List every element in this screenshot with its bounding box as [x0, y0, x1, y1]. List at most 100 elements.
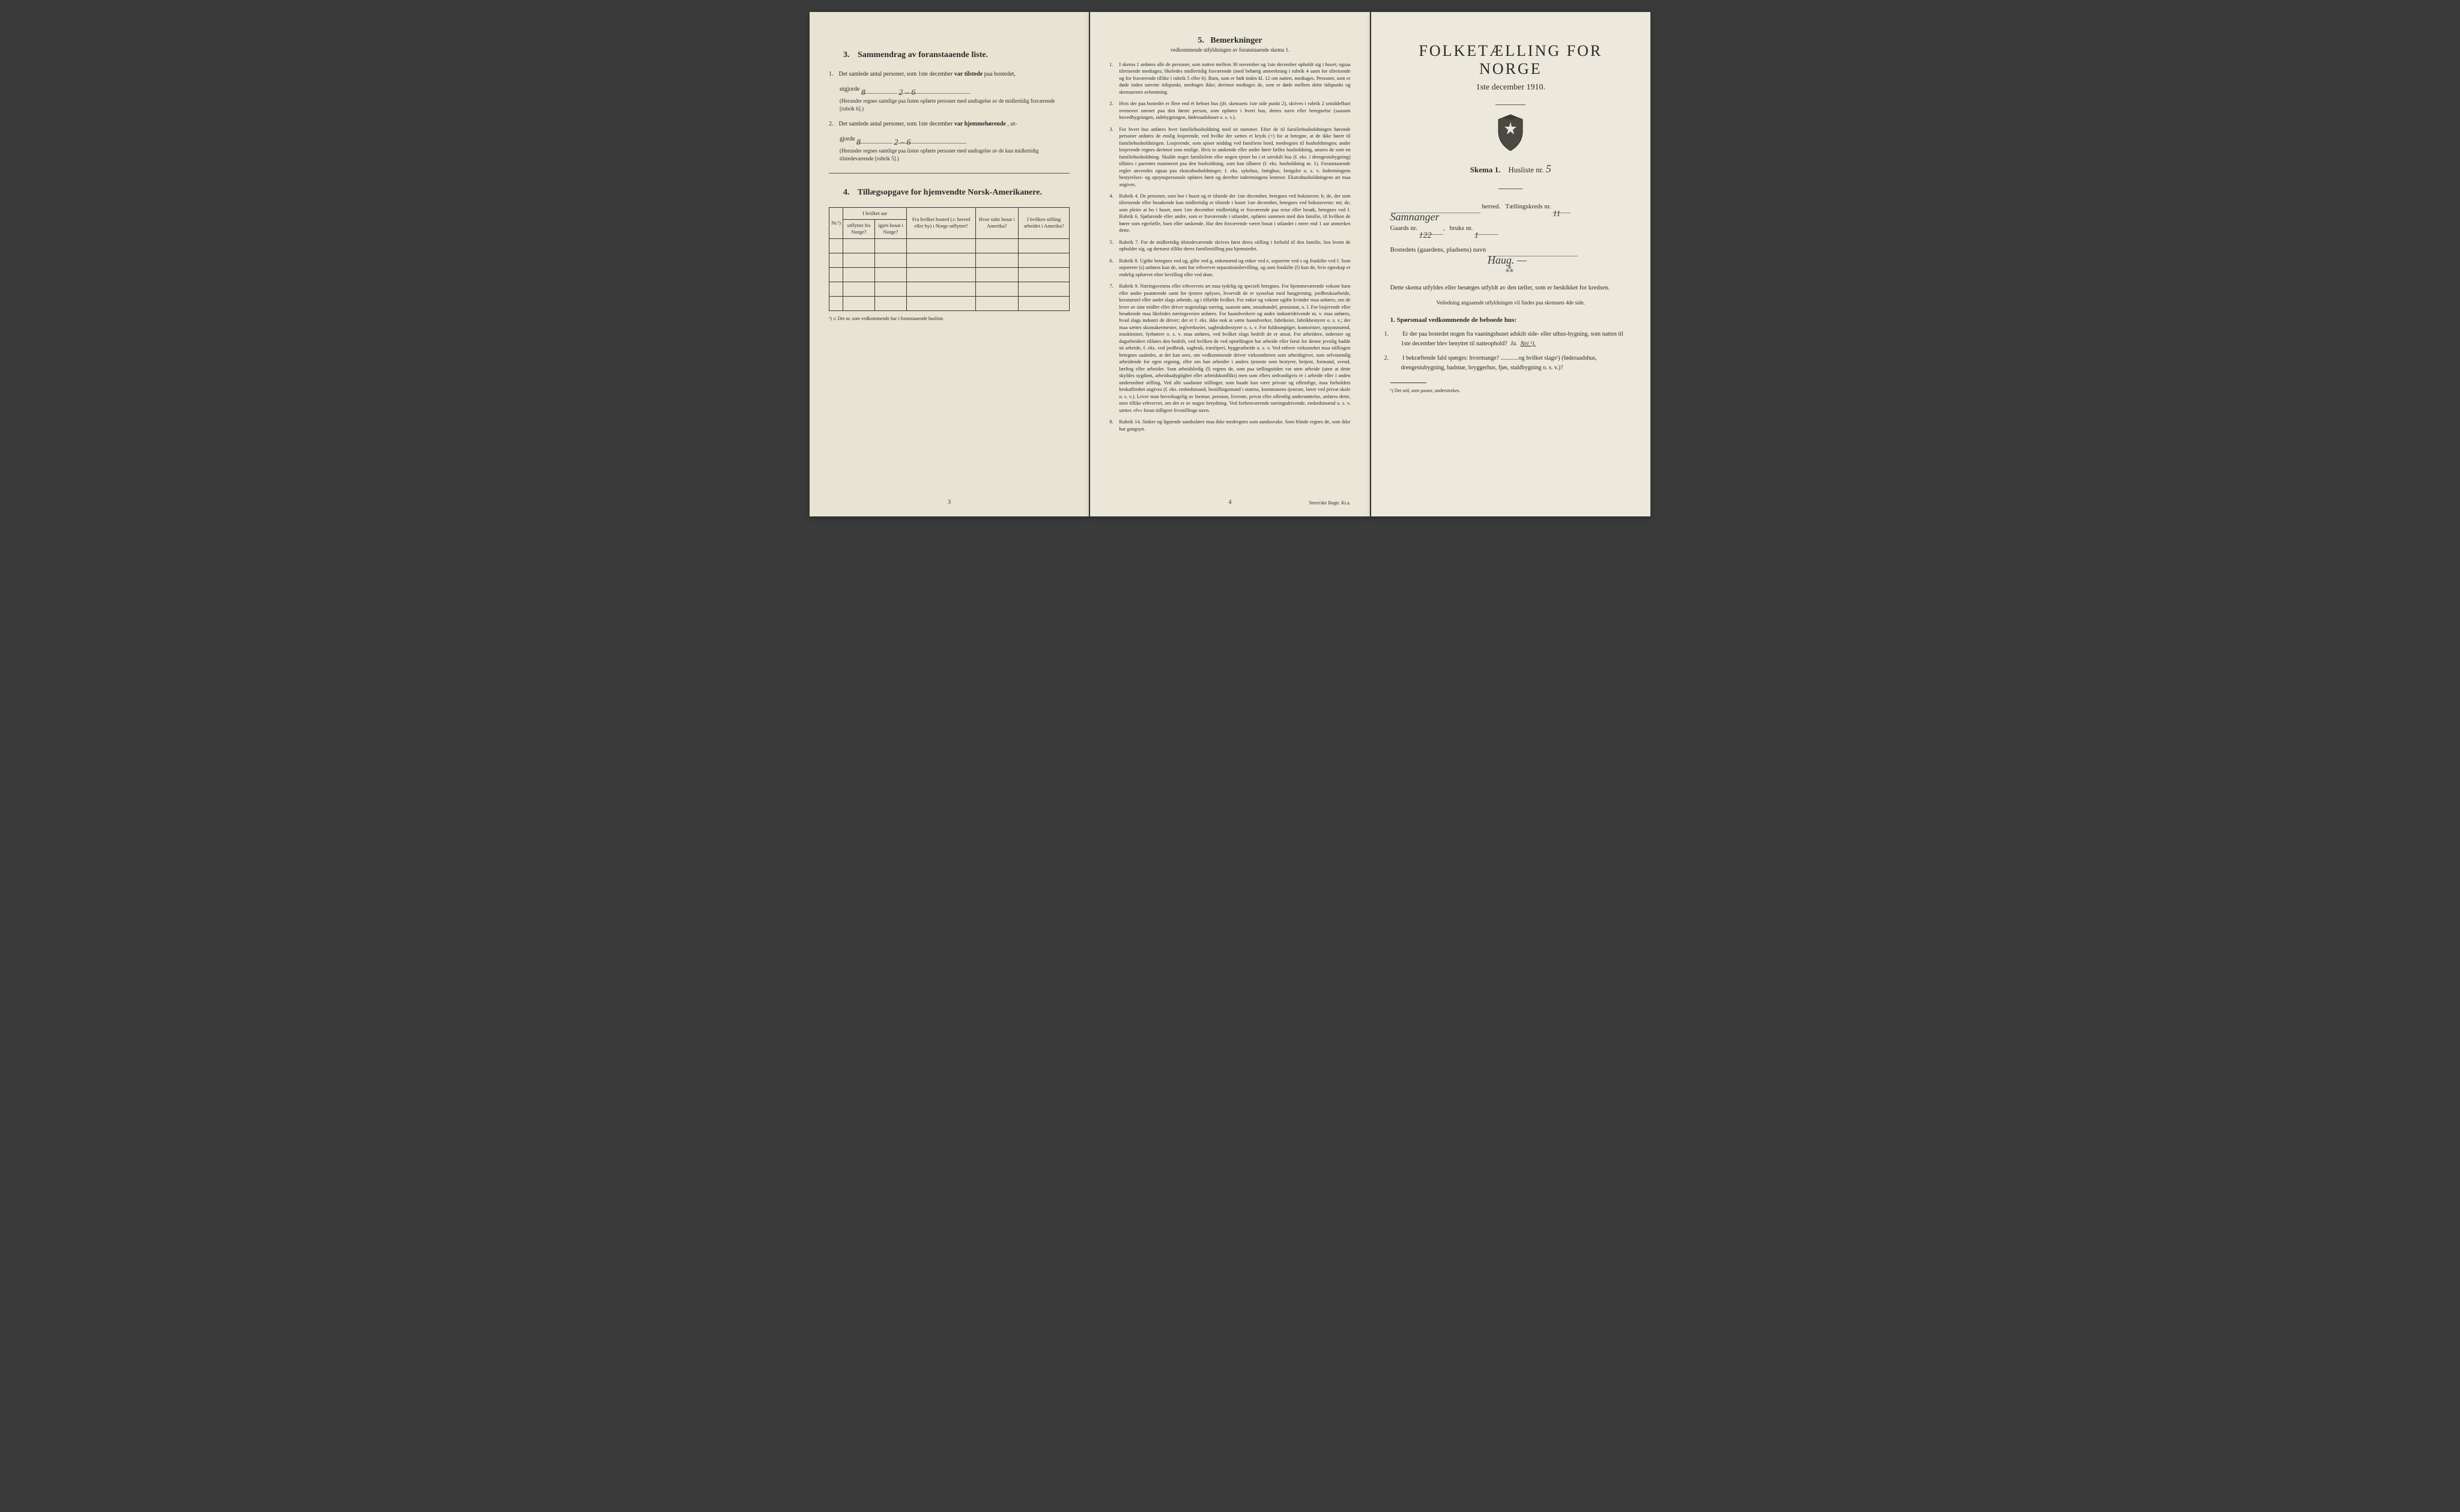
kreds-hand: 11	[1553, 210, 1560, 219]
item-2-gjorde: gjorde	[840, 136, 855, 142]
q1-nei: Nei ¹).	[1521, 340, 1536, 347]
divider-1	[829, 173, 1070, 174]
bosted-label: Bostedets (gaardens, pladsens) navn	[1390, 246, 1486, 253]
question-2: 2. I bekræftende fald spørges: hvormange…	[1401, 354, 1631, 373]
main-title: FOLKETÆLLING FOR NORGE	[1390, 42, 1631, 78]
item-1-text-a: Det samlede antal personer, som 1ste dec…	[839, 71, 954, 77]
item-1-fill-1: 8	[861, 86, 897, 94]
table-row	[829, 238, 1070, 253]
section-4-number: 4.	[843, 188, 850, 197]
q1-ja: Ja.	[1510, 340, 1518, 347]
instruction-2: Veiledning angaaende utfyldningen vil fi…	[1390, 300, 1631, 306]
item-1-utgjorde: utgjorde	[840, 86, 859, 92]
bruks-hand: 1	[1474, 231, 1479, 240]
husliste-label: Husliste nr.	[1508, 165, 1544, 174]
herred-label: herred.	[1482, 203, 1500, 210]
main-subtitle: 1ste december 1910.	[1390, 83, 1631, 92]
printer-note: Steen'ske Bogtr. Kr.a.	[1309, 500, 1350, 506]
item-1-hand-1: 8	[861, 88, 865, 97]
item-1: 1. Det samlede antal personer, som 1ste …	[829, 70, 1070, 79]
q2-number: 2.	[1393, 354, 1401, 363]
bruks-label: bruks nr.	[1450, 225, 1473, 232]
th-igjen: igjen bosat i Norge?	[874, 220, 906, 238]
rule-8: Rubrik 14. Sinker og lignende aandssløve…	[1109, 419, 1350, 432]
gaards-hand: 122	[1419, 231, 1432, 240]
th-nr: Nr.¹)	[829, 208, 843, 238]
item-1-text-c: paa bostedet,	[984, 71, 1016, 77]
rule-7: Rubrik 9. Næringsveiens eller erhvervets…	[1109, 283, 1350, 414]
bosted-hand: Haug. —	[1488, 254, 1527, 266]
gaards-label: Gaards nr.	[1390, 225, 1417, 232]
item-1-paren: (Herunder regnes samtlige paa listen opf…	[840, 97, 1070, 112]
table-head: Nr.¹) I hvilket aar Fra hvilket bosted (…	[829, 208, 1070, 238]
rule-2: Hvis der paa bostedet er flere end ét be…	[1109, 100, 1350, 121]
kreds-label: Tællingskreds nr.	[1505, 203, 1551, 210]
question-heading: 1. Spørsmaal vedkommende de beboede hus:	[1390, 316, 1631, 324]
section-4-title: 4. Tillægsopgave for hjemvendte Norsk-Am…	[843, 188, 1070, 198]
instruction-1: Dette skema utfyldes eller besørges utfy…	[1390, 283, 1631, 294]
item-1-hand-2: 2 – 6	[898, 88, 915, 97]
section-5-title: 5. Bemerkninger	[1109, 36, 1350, 46]
herred-row: Samnanger herred. Tællingskreds nr. 11	[1390, 200, 1631, 213]
question-1: 1. Er der paa bostedet nogen fra vaaning…	[1401, 330, 1631, 349]
section-5-text: Bemerkninger	[1210, 36, 1262, 45]
item-1-line2: utgjorde 8 2 – 6	[840, 85, 1070, 94]
gaards-row: Gaards nr. 122, bruks nr. 1	[1390, 222, 1631, 235]
rule-1: I skema 1 anføres alle de personer, som …	[1109, 61, 1350, 95]
item-1-fill-2: 2 – 6	[898, 86, 971, 94]
q2-text: I bekræftende fald spørges: hvormange? .…	[1401, 355, 1597, 371]
th-sidst: Hvor sidst bosat i Amerika?	[975, 208, 1018, 238]
item-2-bold: var hjemmehørende	[954, 121, 1006, 127]
q-heading-num: 1.	[1390, 316, 1395, 324]
section-5-number: 5.	[1198, 36, 1204, 45]
page-3: 3. Sammendrag av foranstaaende liste. 1.…	[810, 12, 1089, 516]
table-row	[829, 282, 1070, 296]
bosted-row: Bostedets (gaardens, pladsens) navn Haug…	[1390, 243, 1631, 256]
section-3-text: Sammendrag av foranstaaende liste.	[858, 50, 988, 59]
herred-hand: Samnanger	[1390, 211, 1440, 223]
q1-number: 1.	[1393, 330, 1401, 339]
section-5-subtitle: vedkommende utfyldningen av foranstaaend…	[1109, 47, 1350, 53]
skema-label: Skema 1.	[1470, 165, 1501, 174]
table-body	[829, 238, 1070, 310]
footnote-2: ¹) Det ord, som passer, understrekes.	[1390, 388, 1631, 393]
th-stilling: I hvilken stilling arbeidet i Amerika?	[1018, 208, 1070, 238]
section-3-title: 3. Sammendrag av foranstaaende liste.	[843, 50, 1070, 60]
skema-line: Skema 1. Husliste nr. 5	[1390, 163, 1631, 175]
footnote-1: ¹) ɔ: Det nr. som vedkommende har i fora…	[829, 316, 1070, 321]
title-divider	[1495, 104, 1525, 105]
rules-list: I skema 1 anføres alle de personer, som …	[1109, 61, 1350, 432]
item-2-text-a: Det samlede antal personer, som 1ste dec…	[839, 121, 954, 127]
rule-4: Rubrik 4. De personer, som bor i huset o…	[1109, 193, 1350, 234]
item-1-bold: var tilstede	[954, 71, 983, 77]
item-2-hand-2: 2 – 6	[894, 138, 911, 147]
section-4-text: Tillægsopgave for hjemvendte Norsk-Ameri…	[858, 188, 1042, 197]
item-2-hand-1: 8	[856, 138, 861, 147]
item-2-paren: (Herunder regnes samtlige paa listen opf…	[840, 147, 1070, 162]
table-row	[829, 296, 1070, 310]
item-2-number: 2.	[829, 119, 837, 129]
q-heading-text: Spørsmaal vedkommende de beboede hus:	[1397, 316, 1516, 324]
item-1-number: 1.	[829, 70, 837, 79]
rule-6: Rubrik 8. Ugifte betegnes ved ug, gifte …	[1109, 258, 1350, 278]
item-2-line2: gjorde 8 2 – 6	[840, 135, 1070, 144]
page-number-4: 4	[1228, 499, 1231, 506]
item-2: 2. Det samlede antal personer, som 1ste …	[829, 119, 1070, 129]
page-number-3: 3	[948, 499, 951, 506]
section-3-number: 3.	[843, 50, 850, 59]
husliste-nr: 5	[1546, 163, 1551, 175]
rule-3: For hvert hus anføres hver familiehushol…	[1109, 126, 1350, 188]
document-spread: 3. Sammendrag av foranstaaende liste. 1.…	[810, 12, 1650, 516]
th-utflyttet: utflyttet fra Norge?	[843, 220, 875, 238]
item-2-fill-1: 8	[856, 136, 892, 144]
table-row	[829, 253, 1070, 267]
page-1: FOLKETÆLLING FOR NORGE 1ste december 191…	[1371, 12, 1650, 516]
table-row	[829, 267, 1070, 282]
item-2-fill-2: 2 – 6	[894, 136, 966, 144]
ornament-icon: ⁂	[1390, 265, 1631, 275]
item-2-text-c: , ut-	[1007, 121, 1017, 127]
th-bosted: Fra hvilket bosted (ɔ: herred eller by) …	[907, 208, 976, 238]
page-4: 5. Bemerkninger vedkommende utfyldningen…	[1090, 12, 1369, 516]
rule-5: Rubrik 7. For de midlertidig tilstedevær…	[1109, 239, 1350, 253]
appendix-table: Nr.¹) I hvilket aar Fra hvilket bosted (…	[829, 207, 1070, 310]
